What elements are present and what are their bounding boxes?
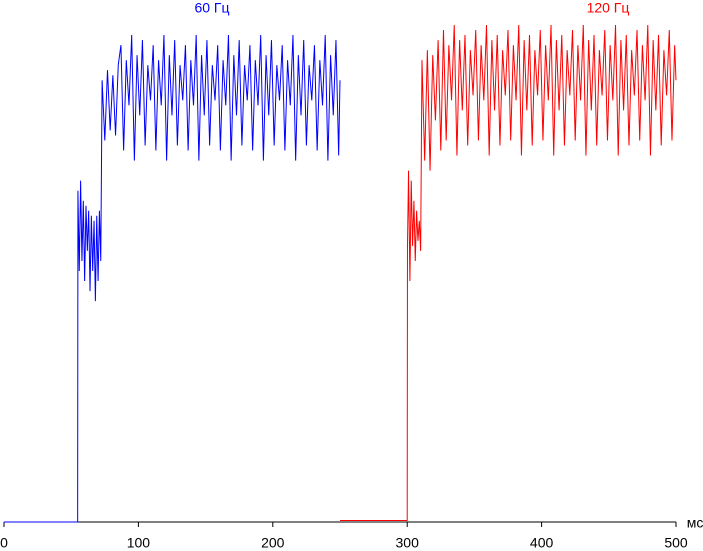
x-tick-label: 0	[0, 535, 8, 551]
signal-line	[4, 35, 341, 523]
x-tick-label: 500	[664, 535, 688, 551]
x-tick-label: 400	[530, 535, 554, 551]
series-label: 120 Гц	[587, 0, 630, 16]
series-label: 60 Гц	[194, 0, 229, 16]
x-tick-label: 100	[127, 535, 151, 551]
x-axis-label: мс	[687, 515, 703, 531]
x-tick-label: 200	[261, 535, 285, 551]
x-tick-label: 300	[396, 535, 420, 551]
signal-line	[340, 25, 677, 521]
